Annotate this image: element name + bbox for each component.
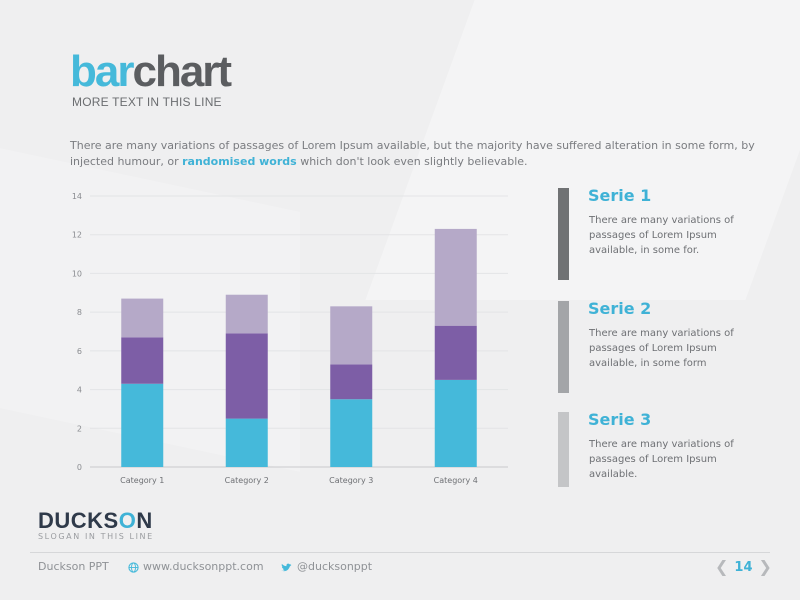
footer-twitter[interactable]: @ducksonppt bbox=[280, 560, 372, 573]
legend-marker-serie-1 bbox=[558, 188, 569, 280]
bar-segment bbox=[330, 364, 373, 400]
legend-desc-serie-2: There are many variations of passages of… bbox=[589, 328, 734, 369]
x-tick-label: Category 2 bbox=[225, 476, 269, 485]
bar-segment bbox=[225, 333, 268, 419]
chevron-right-icon[interactable]: ❯ bbox=[758, 557, 772, 576]
legend-marker-serie-2 bbox=[558, 301, 569, 393]
bar-segment bbox=[330, 399, 373, 467]
stacked-bar-chart: 0 2 4 6 8 10 12 14 Category 1 Category 2 Category … bbox=[72, 192, 508, 485]
bar-segment bbox=[330, 306, 373, 365]
intro-highlight: randomised words bbox=[182, 155, 297, 168]
y-tick-label: 8 bbox=[77, 308, 82, 317]
bar-segment bbox=[434, 325, 477, 380]
y-tick-label: 0 bbox=[77, 463, 82, 472]
website-text: www.ducksonppt.com bbox=[143, 560, 264, 573]
legend-desc-serie-1: There are many variations of passages of… bbox=[589, 215, 734, 256]
legend-name-serie-1: Serie 1 bbox=[588, 186, 652, 205]
bar-segment bbox=[121, 298, 164, 338]
y-tick-label: 10 bbox=[72, 269, 82, 278]
x-tick-label: Category 3 bbox=[329, 476, 373, 485]
y-tick-label: 4 bbox=[77, 386, 82, 395]
chevron-left-icon[interactable]: ❮ bbox=[715, 557, 729, 576]
title-part-bar: bar bbox=[70, 47, 135, 96]
logo-letter-o: O bbox=[118, 508, 137, 533]
globe-icon bbox=[128, 561, 139, 573]
page-title: barchart bbox=[70, 47, 232, 96]
x-tick-label: Category 4 bbox=[434, 476, 478, 485]
legend-marker-serie-3 bbox=[558, 412, 569, 487]
page-number: 14 bbox=[734, 559, 753, 575]
intro-text-end: which don't look even slightly believabl… bbox=[296, 155, 528, 168]
logo-text-start: DUCKS bbox=[38, 508, 119, 533]
title-part-chart: chart bbox=[132, 47, 232, 96]
y-tick-label: 6 bbox=[77, 347, 82, 356]
y-tick-label: 12 bbox=[72, 231, 82, 240]
bar-segment bbox=[434, 228, 477, 326]
legend-name-serie-2: Serie 2 bbox=[588, 299, 652, 318]
y-tick-label: 2 bbox=[77, 424, 82, 433]
footer-company: Duckson PPT bbox=[38, 560, 109, 573]
intro-text-start: There are many variations of passages of… bbox=[70, 139, 755, 168]
page-subtitle: MORE TEXT IN THIS LINE bbox=[72, 95, 222, 109]
footer-divider bbox=[30, 552, 770, 553]
twitter-bird-icon bbox=[281, 563, 292, 571]
footer-website[interactable]: www.ducksonppt.com bbox=[128, 560, 264, 573]
x-tick-label: Category 1 bbox=[120, 476, 164, 485]
brand-slogan: SLOGAN IN THIS LINE bbox=[38, 532, 154, 541]
legend-name-serie-3: Serie 3 bbox=[588, 410, 652, 429]
twitter-text: @ducksonppt bbox=[297, 560, 373, 573]
intro-paragraph: There are many variations of passages of… bbox=[70, 138, 760, 170]
bar-segment bbox=[225, 294, 268, 334]
page-pager: ❮ 14 ❯ bbox=[715, 557, 772, 577]
bar-segment bbox=[121, 383, 164, 467]
brand-logo: DUCKSON bbox=[38, 510, 153, 532]
bar-segment bbox=[121, 337, 164, 384]
legend-desc-serie-3: There are many variations of passages of… bbox=[589, 439, 734, 480]
logo-text-end: N bbox=[136, 508, 153, 533]
y-tick-label: 14 bbox=[72, 192, 82, 201]
bar-segment bbox=[434, 379, 477, 467]
bar-segment bbox=[225, 418, 268, 467]
